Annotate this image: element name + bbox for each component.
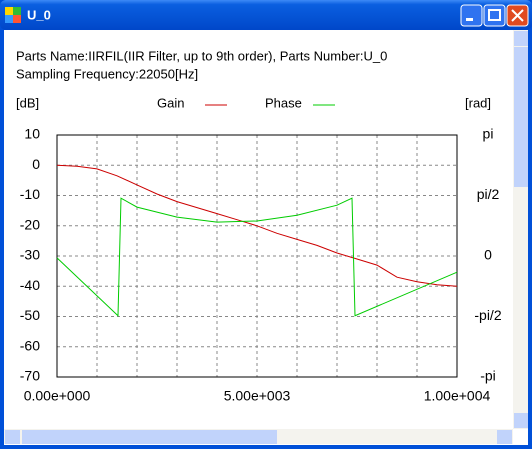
y-tick-label: 0 <box>32 156 40 172</box>
legend-label: Phase <box>265 95 302 110</box>
plot-border <box>56 134 458 378</box>
y2-tick-label: pi <box>483 126 494 142</box>
y-tick-label: -50 <box>20 307 40 323</box>
client-area <box>4 30 528 445</box>
y2-tick-label: 0 <box>484 247 492 263</box>
app-icon <box>5 7 21 23</box>
x-tick-label: 1.00e+004 <box>424 388 491 404</box>
title-bar <box>0 0 532 30</box>
y-tick-label: -60 <box>20 337 40 353</box>
y2-axis-unit: [rad] <box>465 95 491 110</box>
x-tick-label: 5.00e+003 <box>224 388 291 404</box>
close-button[interactable] <box>506 4 529 27</box>
y-tick-label: -20 <box>20 216 40 232</box>
vertical-scrollbar[interactable] <box>513 30 528 429</box>
horizontal-scrollbar[interactable] <box>4 429 513 444</box>
legend-label: Gain <box>157 95 184 110</box>
plot: -70 -60 -50 -40 -30 -20 -10 0 10 -pi -pi/2 0 pi/2 pi 0… <box>20 95 502 403</box>
y2-tick-label: -pi/2 <box>474 307 501 323</box>
y-tick-label: -30 <box>20 247 40 263</box>
maximize-button[interactable] <box>483 4 506 27</box>
y2-tick-label: -pi <box>480 368 496 384</box>
y2-tick-label: pi/2 <box>477 186 500 202</box>
y-tick-label: 10 <box>24 126 40 142</box>
x-tick-label: 0.00e+000 <box>24 388 91 404</box>
y-tick-label: -70 <box>20 368 40 384</box>
sampling-info: Sampling Frequency:22050[Hz] <box>16 66 198 81</box>
y-tick-label: -40 <box>20 277 40 293</box>
parts-info: Parts Name:IIRFIL(IIR Filter, up to 9th … <box>16 48 387 63</box>
series-line <box>56 197 458 317</box>
y-tick-label: -10 <box>20 186 40 202</box>
window-title: U_0 <box>27 7 51 22</box>
minimize-button[interactable] <box>460 4 483 27</box>
y-axis-unit: [dB] <box>16 95 39 110</box>
series-line <box>56 164 458 287</box>
